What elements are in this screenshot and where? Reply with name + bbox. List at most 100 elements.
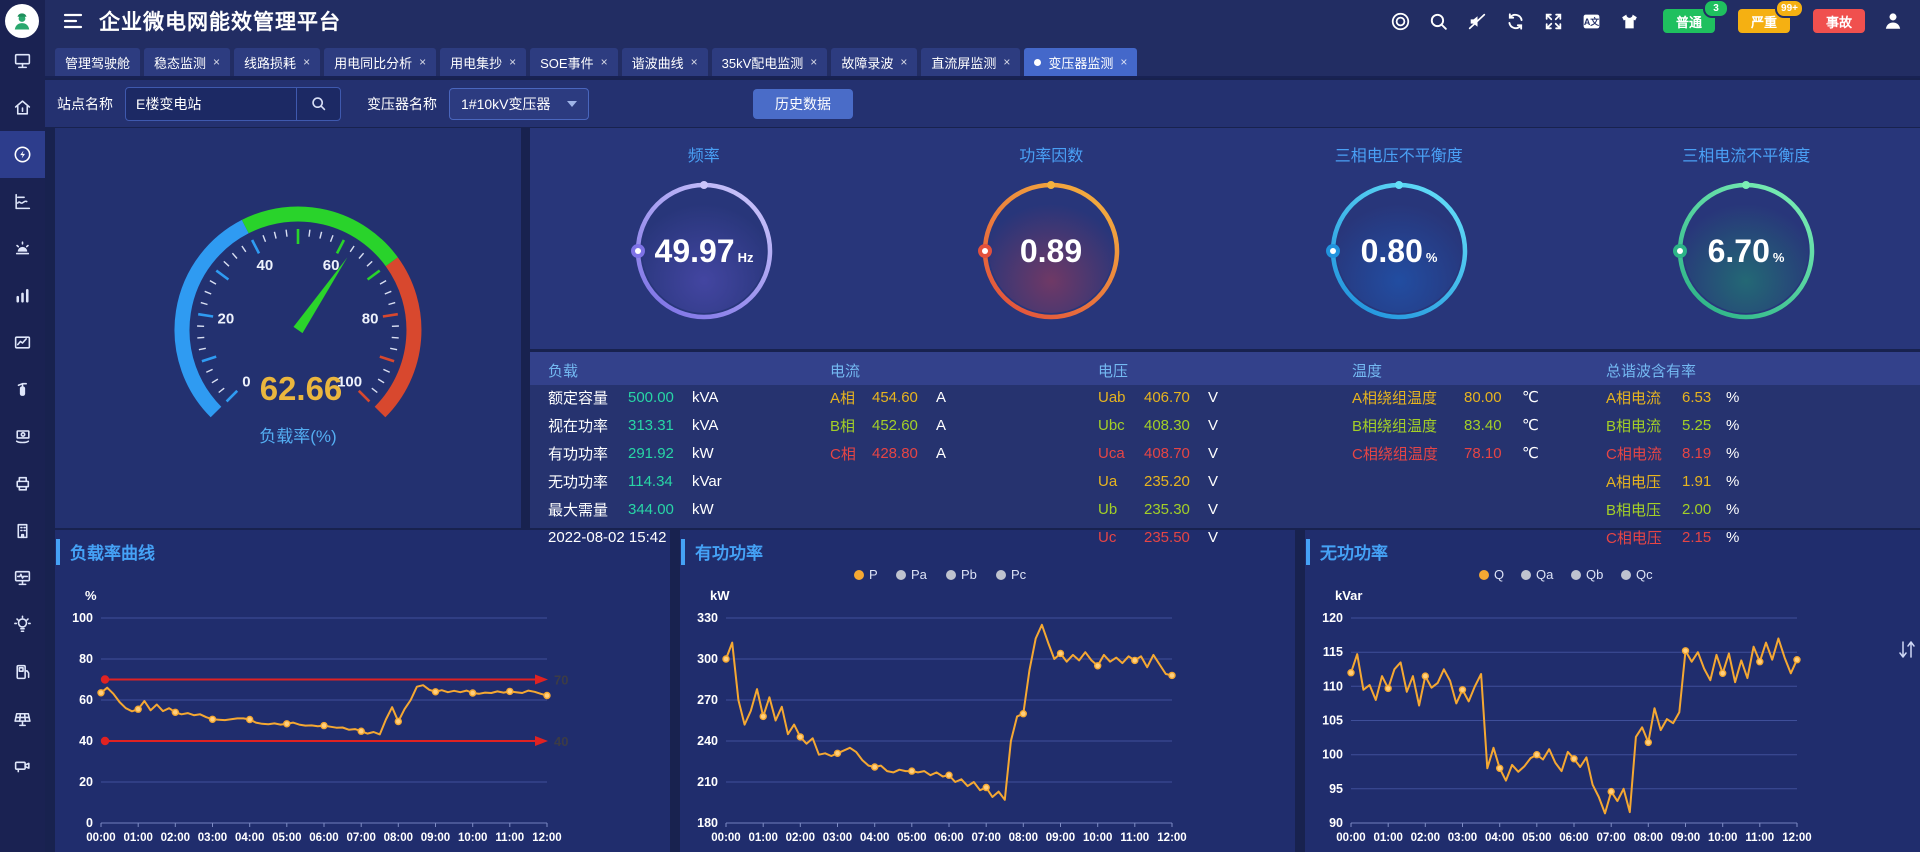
ev-charger-icon [16, 664, 30, 680]
building-icon [17, 523, 28, 539]
cell-value: 406.70 [1144, 388, 1190, 406]
table-row: Uc 235.50 V [1098, 523, 1218, 551]
cell-unit: V [1208, 388, 1219, 406]
user-icon[interactable] [1882, 10, 1904, 32]
menu-toggle-icon[interactable] [63, 13, 83, 29]
history-data-button[interactable]: 历史数据 [753, 88, 853, 119]
sidebar-item-report-chart[interactable] [0, 178, 45, 225]
tab-bar: 管理驾驶舱 稳态监测 × 线路损耗 × 用电同比分析 × 用电集抄 × SOE事件 × 谐波曲线 × 35… [45, 42, 1920, 78]
cell-value: 313.31 [628, 416, 674, 434]
translate-icon[interactable]: A文 [1581, 11, 1602, 32]
chart-toolbox-icon [1899, 641, 1915, 658]
svg-text:11:00: 11:00 [495, 832, 524, 844]
svg-text:09:00: 09:00 [1046, 832, 1075, 844]
cell-value: 2.15 [1682, 528, 1712, 546]
sidebar-item-camera[interactable] [0, 742, 45, 789]
table-row: 无功功率 114.34 kVar [548, 467, 722, 495]
svg-text:06:00: 06:00 [1559, 832, 1588, 844]
theme-icon[interactable] [1619, 11, 1640, 32]
tab-1[interactable]: 稳态监测 × [144, 48, 231, 76]
tab-4[interactable]: 用电集抄 × [440, 48, 527, 76]
report-chart-icon [15, 193, 31, 210]
svg-text:07:00: 07:00 [971, 832, 1000, 844]
sidebar-item-monitor-wave[interactable] [0, 554, 45, 601]
tab-0[interactable]: 管理驾驶舱 [55, 48, 141, 76]
search-icon[interactable] [1428, 11, 1449, 32]
kpi-title: 频率 [687, 148, 720, 165]
tab-close-icon[interactable]: × [900, 55, 908, 69]
tab-2[interactable]: 线路损耗 × [234, 48, 321, 76]
chart-2[interactable]: 无功功率 Q Qa Qb Qc kVar 90 95 100 105 110 115 120 00:00 0… [1305, 530, 1920, 852]
svg-text:330: 330 [697, 611, 718, 625]
sidebar-item-finance[interactable] [0, 413, 45, 460]
sidebar-item-alarm[interactable] [0, 225, 45, 272]
svg-text:03:00: 03:00 [1448, 832, 1477, 844]
sidebar-item-solar-panel[interactable] [0, 695, 45, 742]
lifebuoy-icon[interactable] [1390, 11, 1411, 32]
sidebar-item-ev-charger[interactable] [0, 648, 45, 695]
svg-text:110: 110 [1323, 679, 1343, 693]
svg-text:10:00: 10:00 [458, 832, 487, 844]
tab-close-icon[interactable]: × [419, 55, 427, 69]
sidebar-item-printer[interactable] [0, 460, 45, 507]
tab-close-icon[interactable]: × [1003, 55, 1011, 69]
tab-close-icon[interactable]: × [509, 55, 517, 69]
tab-close-icon[interactable]: × [303, 55, 311, 69]
cell-label: 额定容量 [548, 389, 609, 407]
tab-close-icon[interactable]: × [600, 55, 608, 69]
alarm-normal-button[interactable]: 普通 3 [1662, 0, 1729, 33]
header-actions: A文 普通 3 严重 99+ 事故 [1390, 0, 1904, 33]
tab-8[interactable]: 故障录波 × [831, 48, 918, 76]
solar-panel-icon [14, 712, 31, 727]
transformer-select[interactable]: 1#10kV变压器 [449, 87, 589, 120]
sidebar-item-home-energy[interactable] [0, 84, 45, 131]
table-row: 最大需量 344.00 kW [548, 495, 714, 523]
alarm-severe-button[interactable]: 严重 99+ [1737, 0, 1804, 33]
svg-text:10:00: 10:00 [1083, 832, 1112, 844]
svg-text:03:00: 03:00 [198, 832, 227, 844]
chart-1[interactable]: 有功功率 P Pa Pb Pc kW 180 210 240 270 300 330 00:00 01:0… [680, 530, 1295, 852]
alarm-accident-button[interactable]: 事故 [1812, 9, 1865, 33]
site-name-input[interactable] [126, 87, 296, 120]
sidebar-item-bulb[interactable] [0, 601, 45, 648]
refresh-icon[interactable] [1505, 11, 1526, 32]
tab-10[interactable]: 变压器监测 × [1024, 48, 1138, 76]
sidebar-item-trend-chart[interactable] [0, 319, 45, 366]
tab-5[interactable]: SOE事件 × [530, 48, 618, 76]
app-logo[interactable] [5, 4, 39, 38]
tab-label: 故障录波 [841, 55, 894, 71]
tab-3[interactable]: 用电同比分析 × [324, 48, 437, 76]
site-search-button[interactable] [296, 87, 340, 120]
cell-unit: % [1726, 472, 1740, 490]
sidebar-item-energy-flow[interactable] [0, 131, 45, 178]
cell-unit: V [1208, 528, 1219, 546]
table-row: Uca 408.70 V [1098, 439, 1218, 467]
tab-close-icon[interactable]: × [1120, 55, 1128, 69]
svg-text:20: 20 [218, 311, 235, 328]
tab-close-icon[interactable]: × [690, 55, 698, 69]
svg-text:02:00: 02:00 [161, 832, 190, 844]
tab-close-icon[interactable]: × [810, 55, 818, 69]
svg-text:07:00: 07:00 [346, 832, 375, 844]
cell-label: Uab [1098, 388, 1126, 406]
sidebar-item-building[interactable] [0, 507, 45, 554]
tab-label: 用电同比分析 [334, 55, 413, 71]
sidebar-item-extinguisher[interactable] [0, 366, 45, 413]
sidebar-item-bar-chart[interactable] [0, 272, 45, 319]
svg-text:有功功率: 有功功率 [695, 543, 763, 563]
fullscreen-icon[interactable] [1543, 11, 1564, 32]
sidebar-item-screen[interactable] [0, 37, 45, 84]
filter-bar: 站点名称 变压器名称 1#10kV变压器 历史数据 [45, 80, 1920, 127]
tab-7[interactable]: 35kV配电监测 × [711, 48, 828, 76]
tab-9[interactable]: 直流屏监测 × [921, 48, 1021, 76]
svg-text:Pc: Pc [1011, 567, 1027, 582]
tab-close-icon[interactable]: × [213, 55, 221, 69]
mute-icon[interactable] [1466, 11, 1488, 32]
cell-label: Ua [1098, 472, 1118, 490]
table-row: A相 454.60 A [830, 383, 946, 411]
chart-0[interactable]: 负载率曲线% 0 20 40 60 80 100 00:00 01:00 02:00 03:00 04… [55, 530, 670, 852]
cell-unit: % [1726, 444, 1740, 462]
svg-text:10:00: 10:00 [1708, 832, 1737, 844]
tab-6[interactable]: 谐波曲线 × [621, 48, 708, 76]
